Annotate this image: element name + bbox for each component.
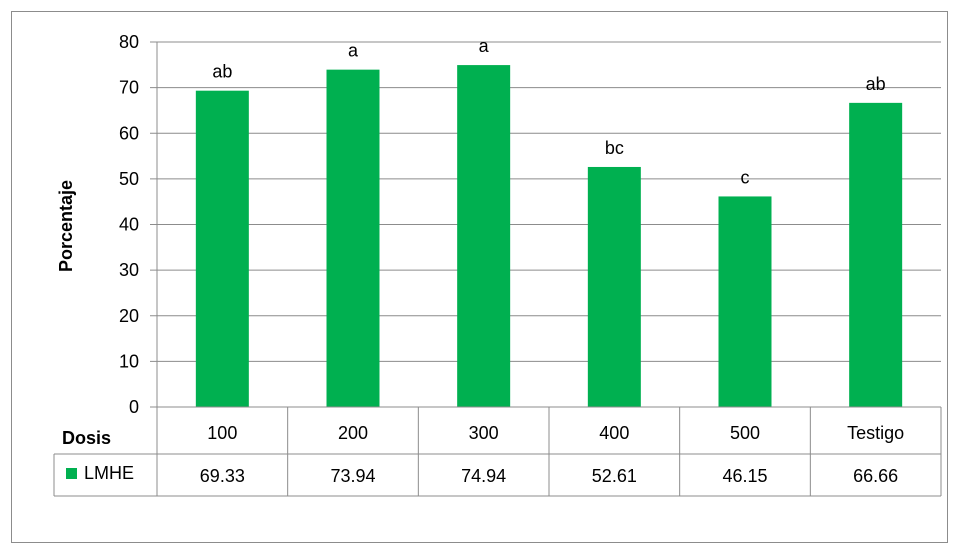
legend-swatch [66, 468, 77, 479]
bar [457, 65, 511, 408]
bar [849, 102, 903, 408]
y-tick-label: 10 [119, 351, 139, 371]
bars [195, 65, 903, 408]
bar [587, 166, 641, 407]
y-tick-label: 20 [119, 306, 139, 326]
y-tick-label: 70 [119, 78, 139, 98]
y-axis-ticks: 0 10 20 30 40 50 60 70 80 [119, 32, 158, 417]
category-label: 400 [599, 423, 629, 443]
value-label: 73.94 [330, 466, 375, 486]
gridlines [157, 41, 941, 362]
y-tick-label: 30 [119, 260, 139, 280]
value-label: 46.15 [722, 466, 767, 486]
significance-letter: bc [605, 138, 624, 158]
y-tick-label: 40 [119, 215, 139, 235]
value-label: 69.33 [200, 466, 245, 486]
category-label: 200 [338, 423, 368, 443]
y-tick-label: 0 [129, 397, 139, 417]
significance-letter: a [479, 36, 490, 56]
y-tick-label: 60 [119, 123, 139, 143]
y-tick-label: 80 [119, 32, 139, 52]
category-label: 500 [730, 423, 760, 443]
value-label: 74.94 [461, 466, 506, 486]
y-tick-label: 50 [119, 169, 139, 189]
value-label: 52.61 [592, 466, 637, 486]
table-row-header: Dosis [62, 428, 111, 448]
significance-letters: ab a a bc c ab [212, 36, 885, 187]
bar [718, 196, 772, 407]
category-label: 300 [469, 423, 499, 443]
y-axis-label: Porcentaje [56, 180, 76, 272]
bar [326, 69, 380, 408]
significance-letter: c [741, 167, 750, 187]
bar [195, 90, 249, 407]
significance-letter: a [348, 41, 359, 61]
category-label: Testigo [847, 423, 904, 443]
significance-letter: ab [866, 74, 886, 94]
data-table: 100 69.33 200 73.94 300 74.94 400 52.61 500 46.15… [53, 406, 942, 497]
significance-letter: ab [212, 62, 232, 82]
legend-label: LMHE [84, 463, 134, 483]
category-label: 100 [207, 423, 237, 443]
value-label: 66.66 [853, 466, 898, 486]
